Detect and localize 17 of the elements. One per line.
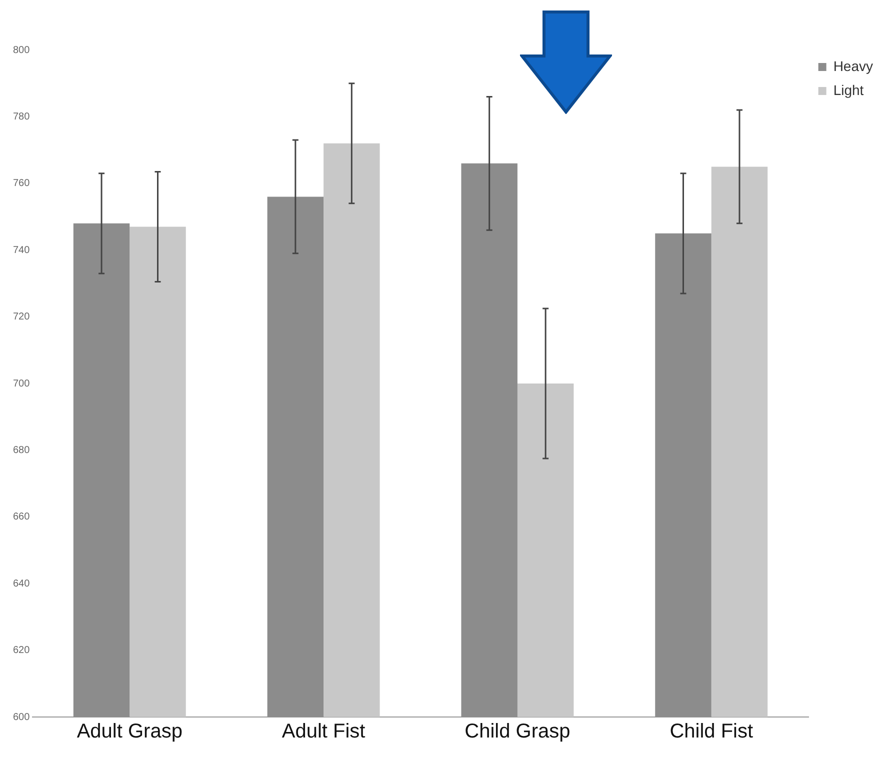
legend-label: Heavy (833, 58, 874, 74)
y-tick-label: 680 (12, 444, 30, 456)
x-tick-label: Adult Fist (282, 720, 366, 743)
legend-label: Light (833, 82, 864, 98)
x-tick-label: Child Grasp (464, 720, 570, 743)
x-tick-label: Child Fist (670, 720, 754, 743)
y-tick-label: 640 (12, 578, 30, 590)
y-tick-label: 760 (12, 178, 30, 190)
y-tick-label: 800 (12, 44, 30, 56)
y-tick-label: 700 (12, 378, 30, 390)
y-tick-label: 600 (12, 712, 30, 723)
y-tick-label: 660 (12, 512, 30, 523)
x-tick-label: Adult Grasp (76, 720, 182, 743)
y-tick-label: 720 (12, 312, 30, 323)
y-tick-label: 620 (12, 645, 30, 656)
y-tick-label: 740 (12, 244, 30, 256)
y-tick-label: 780 (12, 111, 30, 122)
